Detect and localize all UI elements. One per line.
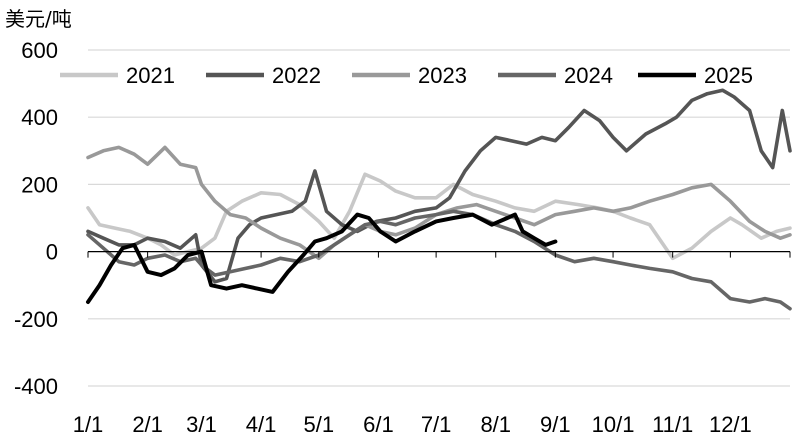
x-tick-label: 12/1 (709, 412, 752, 437)
legend-label-2024: 2024 (564, 63, 613, 88)
series-line-2024 (86, 209, 792, 311)
series-line-2021 (86, 172, 792, 261)
y-tick-label: -200 (14, 307, 58, 332)
x-tick-label: 10/1 (592, 412, 635, 437)
x-tick-label: 7/1 (421, 412, 452, 437)
y-tick-label: 600 (21, 38, 58, 63)
series-line-2025 (86, 212, 558, 304)
x-tick-label: 9/1 (540, 412, 571, 437)
x-tick-label: 4/1 (246, 412, 277, 437)
x-tick-label: 1/1 (73, 412, 104, 437)
x-tick-label: 6/1 (363, 412, 394, 437)
legend-label-2022: 2022 (272, 63, 321, 88)
x-tick-label: 2/1 (132, 412, 163, 437)
axes: 600 400 200 0 -200 -400 1/1 2/1 3/1 4/1 5/1 6/1 7/1 8… (14, 38, 791, 437)
series-line-2023 (86, 145, 792, 261)
x-tick-label: 5/1 (303, 412, 334, 437)
legend-label-2021: 2021 (126, 63, 175, 88)
legend: 2021 2022 2023 2024 2025 (60, 63, 753, 88)
gridlines (88, 49, 790, 387)
x-tick-label: 11/1 (652, 412, 693, 437)
legend-label-2025: 2025 (704, 63, 753, 88)
y-tick-label: 0 (46, 240, 58, 265)
x-tick-label: 8/1 (480, 412, 511, 437)
x-tick-label: 3/1 (186, 412, 217, 437)
y-tick-label: 200 (21, 172, 58, 197)
series-lines (86, 88, 792, 311)
y-axis-unit-label: 美元/吨 (5, 7, 72, 31)
y-tick-label: -400 (14, 374, 58, 399)
legend-label-2023: 2023 (418, 63, 467, 88)
y-tick-label: 400 (21, 105, 58, 130)
